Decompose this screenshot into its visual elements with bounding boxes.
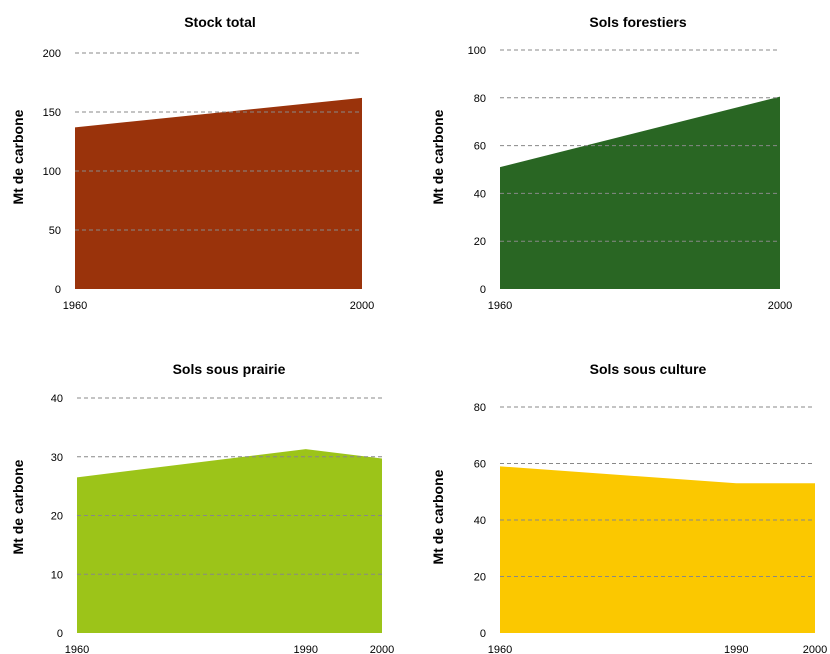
y-tick-label: 0 (480, 628, 486, 640)
series-area (77, 449, 382, 633)
y-tick-label: 80 (474, 402, 486, 414)
y-tick-label: 40 (474, 515, 486, 527)
x-tick-label: 1990 (294, 644, 318, 654)
plot-area: 0 20 40 60 80 1960 1990 2000 (474, 402, 827, 654)
y-tick-label: 100 (43, 166, 61, 178)
series-area (75, 97, 362, 289)
x-tick-label: 1960 (488, 300, 512, 312)
x-tick-label: 1960 (65, 644, 89, 654)
y-tick-label: 60 (474, 141, 486, 153)
y-tick-label: 60 (474, 459, 486, 471)
chart-title: Sols sous prairie (173, 361, 286, 377)
y-tick-label: 20 (474, 572, 486, 584)
y-tick-label: 150 (43, 107, 61, 119)
x-tick-label: 2000 (370, 644, 394, 654)
y-tick-label: 200 (43, 48, 61, 60)
chart-title: Stock total (184, 14, 256, 30)
chart-title: Sols forestiers (589, 14, 686, 30)
plot-area: 0 10 20 30 40 1960 1990 2000 (51, 393, 394, 654)
y-tick-label: 40 (51, 393, 63, 405)
y-tick-label: 30 (51, 452, 63, 464)
chart-svg: Stock total Mt de carbone 0 50 100 150 200 19… (10, 14, 375, 312)
x-tick-label: 1960 (488, 644, 512, 654)
x-tick-label: 2000 (350, 300, 374, 312)
y-tick-label: 0 (57, 628, 63, 640)
plot-area: 0 50 100 150 200 1960 2000 (43, 48, 375, 312)
y-tick-label: 50 (49, 225, 61, 237)
series-area (500, 96, 780, 289)
chart-sols-sous-culture: Sols sous culture Mt de carbone 0 20 40 60 8… (415, 327, 830, 654)
y-axis-label: Mt de carbone (10, 109, 26, 204)
x-tick-label: 1990 (724, 644, 748, 654)
y-tick-label: 100 (468, 45, 486, 57)
y-axis-label: Mt de carbone (430, 469, 446, 564)
y-tick-label: 0 (55, 284, 61, 296)
chart-svg: Sols forestiers Mt de carbone 0 20 40 60 80 1… (430, 14, 793, 312)
plot-area: 0 20 40 60 80 100 1960 2000 (468, 45, 793, 312)
y-tick-label: 10 (51, 569, 63, 581)
chart-stock-total: Stock total Mt de carbone 0 50 100 150 200 19… (0, 0, 415, 327)
chart-sols-forestiers: Sols forestiers Mt de carbone 0 20 40 60 80 1… (415, 0, 830, 327)
chart-svg: Sols sous prairie Mt de carbone 0 10 20 30 4… (10, 361, 394, 654)
chart-sols-sous-prairie: Sols sous prairie Mt de carbone 0 10 20 30 4… (0, 327, 415, 654)
y-tick-label: 20 (474, 236, 486, 248)
y-axis-label: Mt de carbone (430, 109, 446, 204)
series-area (500, 466, 815, 633)
chart-title: Sols sous culture (590, 361, 707, 377)
y-tick-label: 20 (51, 511, 63, 523)
y-tick-label: 40 (474, 188, 486, 200)
x-tick-label: 1960 (63, 300, 87, 312)
x-tick-label: 2000 (768, 300, 792, 312)
chart-svg: Sols sous culture Mt de carbone 0 20 40 60 8… (430, 361, 827, 654)
y-tick-label: 0 (480, 284, 486, 296)
y-axis-label: Mt de carbone (10, 459, 26, 554)
x-tick-label: 2000 (803, 644, 827, 654)
y-tick-label: 80 (474, 93, 486, 105)
